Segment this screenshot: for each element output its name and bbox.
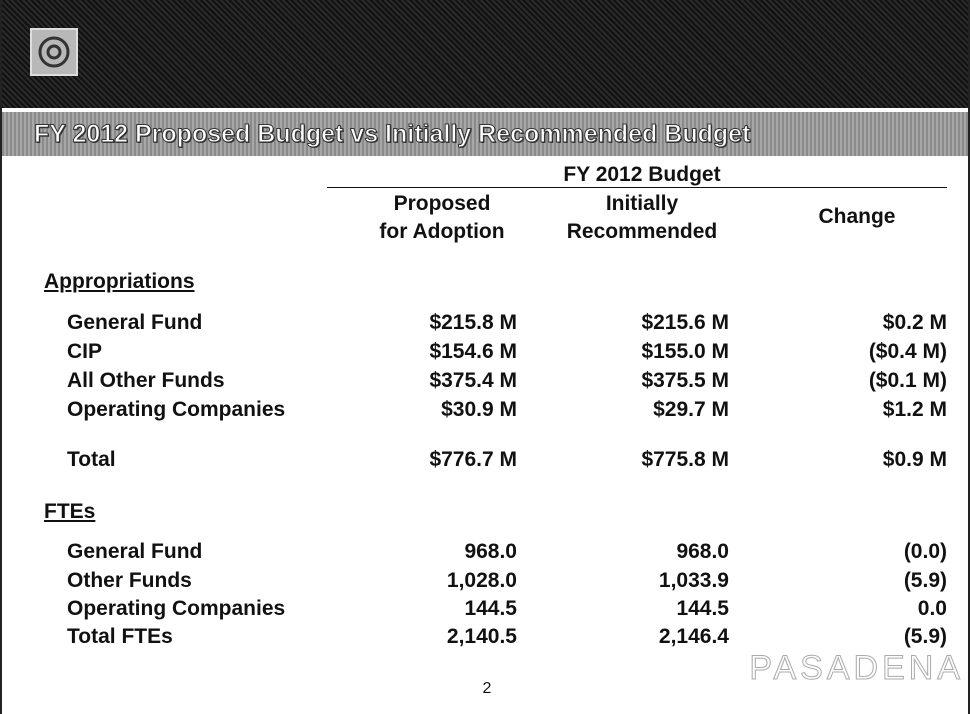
cell: $375.4 M: [429, 369, 517, 392]
cell: 2,140.5: [446, 625, 517, 648]
row-label: Operating Companies: [67, 597, 286, 620]
cell: ($0.1 M): [868, 369, 947, 392]
row-label: General Fund: [67, 540, 203, 563]
cell: $0.2 M: [882, 311, 947, 334]
cell: $775.8 M: [641, 448, 729, 471]
cell: $215.8 M: [429, 311, 517, 334]
group-header: FY 2012 Budget: [563, 163, 721, 186]
cell: ($0.4 M): [868, 340, 947, 363]
row-label: All Other Funds: [67, 369, 225, 392]
logo-icon: [38, 36, 70, 68]
cell: (5.9): [903, 625, 947, 648]
slide-title: FY 2012 Proposed Budget vs Initially Rec…: [33, 120, 751, 148]
row-label: Other Funds: [67, 569, 192, 592]
column-header: for Adoption: [379, 220, 505, 243]
section-title: Appropriations: [44, 270, 195, 293]
cell: $776.7 M: [429, 448, 517, 471]
cell: 1,028.0: [446, 569, 517, 592]
row-label: CIP: [67, 340, 103, 363]
cell: $215.6 M: [641, 311, 729, 334]
cell: 144.5: [676, 597, 729, 620]
cell: $154.6 M: [429, 340, 517, 363]
column-header: Proposed: [393, 192, 491, 215]
cell: $29.7 M: [653, 398, 729, 421]
cell: 1,033.9: [658, 569, 729, 592]
cell: $155.0 M: [641, 340, 729, 363]
title-bar: [2, 112, 968, 156]
row-label: Total FTEs: [67, 625, 173, 648]
cell: $1.2 M: [882, 398, 947, 421]
row-label: Total: [67, 448, 116, 471]
header-band: [2, 0, 968, 108]
header-rule: [327, 187, 947, 188]
column-header: Recommended: [566, 220, 718, 243]
row-label: General Fund: [67, 311, 203, 334]
cell: $0.9 M: [882, 448, 947, 471]
brand: PASADENA: [749, 649, 964, 687]
cell: 2,146.4: [658, 625, 729, 648]
logo: [30, 28, 78, 76]
section-title: FTEs: [44, 500, 96, 523]
cell: 0.0: [917, 597, 947, 620]
column-header: Initially: [605, 192, 679, 215]
column-header: Change: [818, 205, 896, 228]
cell: $30.9 M: [441, 398, 517, 421]
cell: (0.0): [903, 540, 947, 563]
cell: 968.0: [676, 540, 729, 563]
row-label: Operating Companies: [67, 398, 286, 421]
cell: (5.9): [903, 569, 947, 592]
cell: 144.5: [464, 597, 517, 620]
page-number: 2: [482, 680, 492, 697]
cell: 968.0: [464, 540, 517, 563]
cell: $375.5 M: [641, 369, 729, 392]
